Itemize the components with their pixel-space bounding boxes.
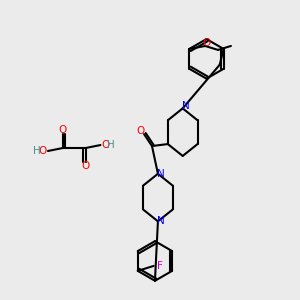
- Text: O: O: [101, 140, 110, 150]
- Text: O: O: [39, 146, 47, 156]
- Text: O: O: [202, 38, 210, 48]
- Text: N: N: [157, 216, 165, 226]
- Text: N: N: [182, 101, 190, 111]
- Text: O: O: [136, 126, 144, 136]
- Text: O: O: [82, 161, 90, 171]
- Text: F: F: [157, 261, 163, 271]
- Text: O: O: [59, 125, 67, 135]
- Text: H: H: [33, 146, 41, 156]
- Text: N: N: [157, 169, 165, 179]
- Text: H: H: [107, 140, 115, 150]
